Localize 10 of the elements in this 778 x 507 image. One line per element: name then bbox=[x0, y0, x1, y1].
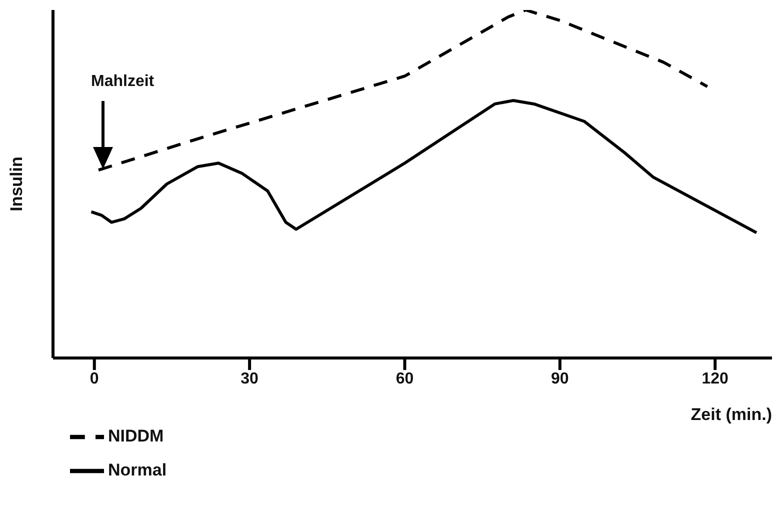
legend-label: NIDDM bbox=[108, 426, 164, 446]
annotation: Mahlzeit bbox=[91, 73, 154, 90]
x-tick-label: 60 bbox=[396, 370, 414, 388]
x-tick-label: 90 bbox=[551, 370, 569, 388]
x-tick-label: 30 bbox=[240, 370, 259, 388]
x-tick-label: 120 bbox=[702, 370, 729, 388]
y-axis-title: Insulin bbox=[7, 156, 26, 212]
x-axis-title: Zeit (min.) bbox=[690, 405, 772, 424]
legend-label: Normal bbox=[108, 460, 167, 480]
x-tick-label: 0 bbox=[90, 370, 99, 388]
